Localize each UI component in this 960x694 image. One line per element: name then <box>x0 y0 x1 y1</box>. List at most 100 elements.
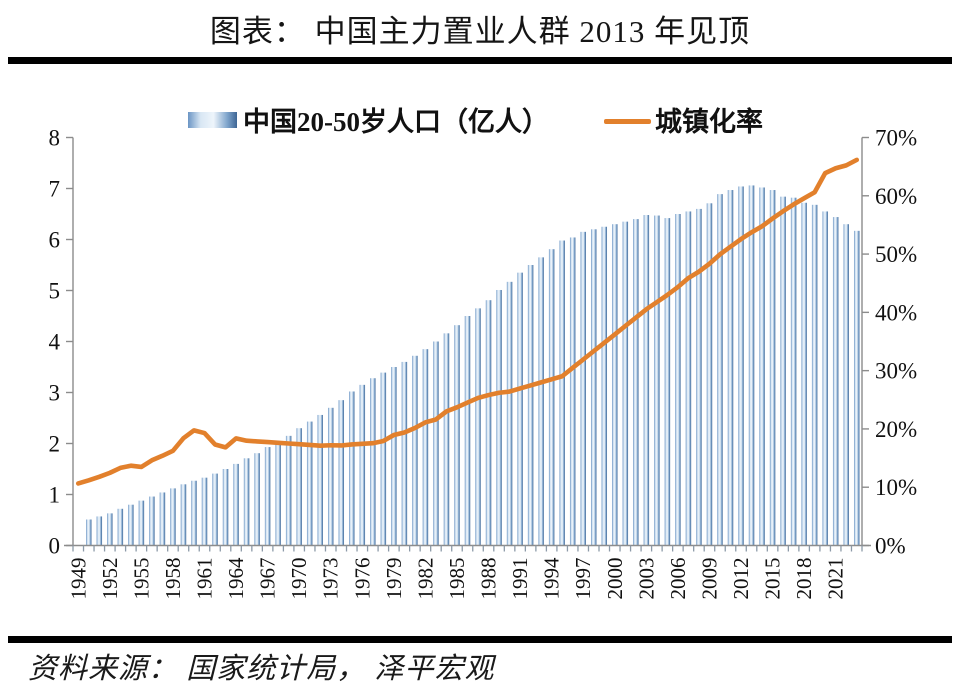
x-axis-tick-label: 1997 <box>571 558 595 600</box>
right-axis-tick-label: 20% <box>875 417 917 442</box>
left-axis-labels: 0 1 2 3 4 5 6 7 8 <box>49 126 61 559</box>
left-axis-tick-label: 6 <box>49 228 61 253</box>
population-bar <box>86 519 92 546</box>
population-bar <box>412 355 418 546</box>
population-bar <box>306 421 313 546</box>
x-axis-tick-label: 1991 <box>508 558 532 600</box>
population-bar <box>675 214 681 546</box>
population-bar <box>222 469 229 546</box>
population-bar <box>801 202 807 546</box>
population-bar <box>338 400 345 546</box>
x-axis-tick-label: 1964 <box>224 557 248 600</box>
x-axis-tick-label: 1970 <box>287 558 311 600</box>
population-bar <box>590 229 597 546</box>
population-bar <box>717 194 723 546</box>
x-axis-tick-label: 1985 <box>445 558 469 600</box>
population-bar <box>811 204 818 546</box>
population-bar <box>128 504 134 546</box>
population-bar <box>201 477 208 546</box>
x-axis-tick-label: 1961 <box>193 558 217 600</box>
population-bar <box>433 341 439 546</box>
x-axis-labels: 1949 1952 1955 1958 1961 1964 1967 1970 1973 1976… <box>66 557 847 600</box>
x-axis-tick-label: 1979 <box>382 558 406 600</box>
population-bar <box>612 224 618 546</box>
left-axis-tick-label: 7 <box>49 177 61 202</box>
right-axis-tick-label: 50% <box>875 242 917 267</box>
population-bar <box>475 308 481 546</box>
population-bar <box>243 458 250 546</box>
right-axis-tick-label: 70% <box>875 126 917 151</box>
population-bar <box>654 215 660 546</box>
population-bar <box>580 231 586 546</box>
right-axis-tick-label: 30% <box>875 359 917 384</box>
population-bar <box>559 240 565 546</box>
right-axis-tick-label: 40% <box>875 300 917 325</box>
x-axis-tick-label: 1976 <box>350 558 374 600</box>
x-axis-tick-label: 1952 <box>98 558 122 600</box>
population-bar <box>832 217 839 546</box>
population-bar <box>138 500 145 546</box>
population-bar <box>454 325 460 546</box>
population-bar <box>485 300 492 546</box>
top-divider <box>8 57 952 64</box>
population-bar <box>117 508 124 546</box>
population-bar <box>233 463 239 546</box>
population-urbanization-chart: 0 1 2 3 4 5 6 7 8 0% 10% 20% 30% 40% 50% 60% 70% 1949 1952… <box>49 126 918 600</box>
population-bar <box>170 488 176 546</box>
population-bar <box>685 211 692 546</box>
population-bar <box>96 516 103 546</box>
x-axis-tick-label: 1982 <box>413 558 437 600</box>
x-axis-tick-label: 2000 <box>603 558 627 600</box>
population-bar <box>643 215 650 546</box>
population-bar <box>780 196 786 546</box>
population-bar <box>622 221 629 546</box>
bottom-divider <box>8 636 952 643</box>
population-bar <box>391 367 397 546</box>
x-axis-tick-label: 1973 <box>319 558 343 600</box>
population-bar <box>601 226 608 546</box>
x-axis-tick-label: 1967 <box>256 558 280 600</box>
x-axis-tick-label: 1988 <box>477 558 501 600</box>
x-axis-tick-label: 2021 <box>824 558 848 600</box>
population-bar <box>191 480 197 546</box>
x-axis-tick-label: 1958 <box>161 558 185 600</box>
x-axis-tick-label: 2018 <box>792 558 816 600</box>
x-axis-tick-label: 1994 <box>540 557 564 600</box>
right-axis-tick-label: 60% <box>875 184 917 209</box>
x-axis-ticks <box>72 545 863 552</box>
population-bar <box>159 492 166 546</box>
x-axis-tick-label: 2009 <box>698 558 722 600</box>
population-bar <box>443 333 450 546</box>
population-bar <box>107 513 113 546</box>
population-bar <box>180 484 187 546</box>
population-bar <box>506 281 513 546</box>
population-bar <box>569 237 576 546</box>
right-axis-tick-label: 0% <box>875 534 906 559</box>
population-bar <box>748 185 755 546</box>
population-bar <box>264 447 271 546</box>
population-bar <box>349 391 355 546</box>
legend-line-label: 城镇化率 <box>655 107 763 137</box>
axes-group <box>64 136 871 547</box>
population-bar <box>517 272 523 546</box>
left-axis-tick-label: 4 <box>49 330 61 355</box>
left-axis-tick-label: 8 <box>49 126 61 151</box>
population-bar <box>254 453 260 546</box>
urbanization-rate-line <box>75 157 860 486</box>
population-bar <box>296 428 302 546</box>
population-bar <box>275 443 281 546</box>
source-note: 资料来源： 国家统计局， 泽平宏观 <box>28 653 495 685</box>
population-bar <box>527 265 534 546</box>
population-bar <box>769 190 776 546</box>
left-axis-tick-label: 0 <box>49 534 61 559</box>
page-title: 图表： 中国主力置业人群 2013 年见顶 <box>209 14 751 49</box>
population-bar <box>822 211 828 546</box>
x-axis-tick-label: 1955 <box>129 558 153 600</box>
population-bar <box>380 372 387 546</box>
population-bar <box>790 197 797 546</box>
population-bar <box>633 219 639 546</box>
population-bar <box>548 249 555 546</box>
population-bar <box>853 230 860 546</box>
x-axis-tick-label: 2012 <box>729 558 753 600</box>
population-bar <box>664 218 671 546</box>
